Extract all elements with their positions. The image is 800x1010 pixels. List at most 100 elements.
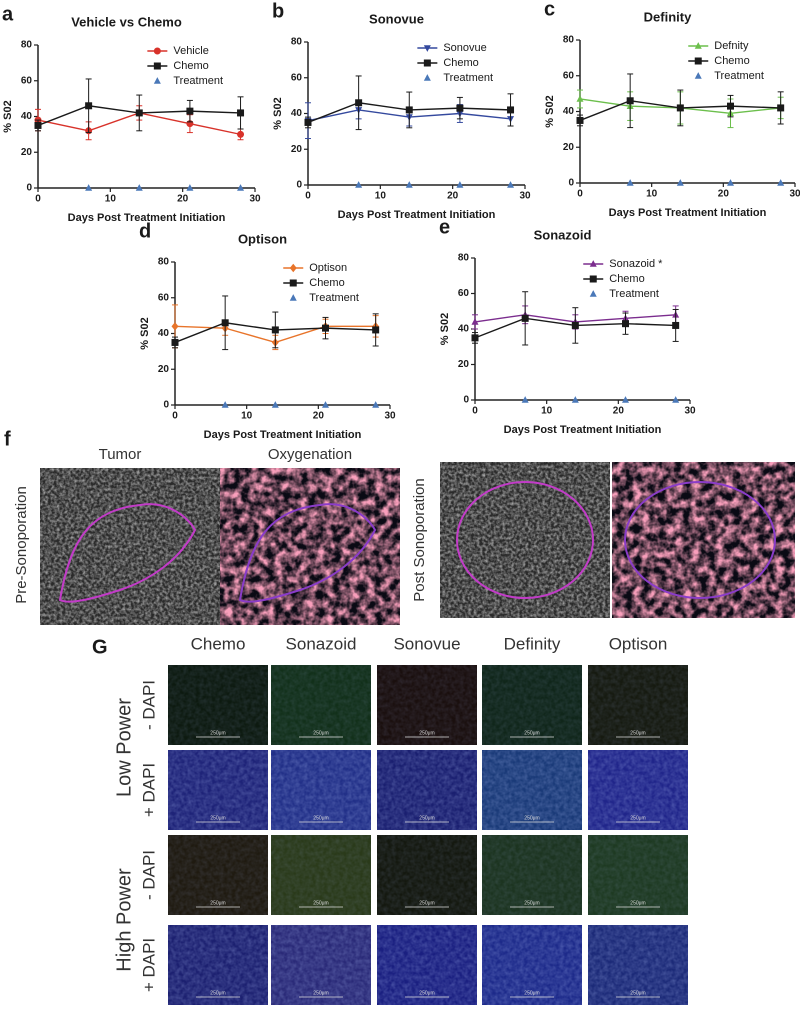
y-tick-label: 60 — [21, 75, 33, 86]
scale-bar-label: 250μm — [419, 990, 434, 996]
x-tick-label: 20 — [447, 191, 459, 202]
y-tick-label: 20 — [21, 147, 33, 158]
y-axis-label: % S02 — [2, 100, 14, 132]
scale-bar-label: 250μm — [419, 730, 434, 736]
line-chart: d Optison % S02 Days Post Treatment Initiat… — [139, 220, 396, 441]
chart-title: Definity — [644, 9, 692, 24]
data-point — [304, 118, 312, 126]
row-group-heading: High Power — [113, 868, 135, 972]
y-tick-label: 0 — [163, 400, 169, 411]
y-tick-label: 40 — [291, 108, 303, 119]
x-axis-label: Days Post Treatment Initiation — [68, 212, 226, 224]
x-tick-label: 30 — [789, 189, 800, 200]
row-heading: - DAPI — [139, 850, 158, 900]
panel-label: G — [92, 636, 108, 658]
data-point — [135, 184, 143, 191]
x-tick-label: 30 — [384, 411, 396, 422]
panel-f: f Tumor Oxygenation Pre-Sonoporation Pos… — [4, 428, 795, 625]
line-chart: b Sonovue % S02 Days Post Treatment Initiat… — [272, 0, 531, 221]
column-heading: Definity — [504, 634, 561, 653]
legend-marker — [694, 57, 702, 65]
micrograph-texture — [168, 750, 268, 830]
column-heading: Oxygenation — [268, 446, 352, 463]
data-point — [672, 396, 680, 403]
line-chart: e Sonazoid % S02 Days Post Treatment Initia… — [439, 216, 696, 436]
oxygenation-texture — [612, 462, 795, 618]
x-tick-label: 30 — [519, 191, 531, 202]
chart-title: Sonovue — [369, 11, 424, 26]
data-point — [85, 184, 93, 191]
legend-label: Chemo — [714, 55, 749, 67]
row-heading: Post Sonoporation — [411, 478, 428, 601]
x-tick-label: 0 — [35, 194, 41, 205]
data-point — [777, 179, 785, 186]
data-point — [626, 97, 634, 105]
data-point — [626, 179, 634, 186]
y-tick-label: 80 — [158, 257, 170, 268]
data-point — [571, 321, 579, 329]
x-tick-label: 20 — [718, 189, 730, 200]
chart-title: Vehicle vs Chemo — [71, 14, 182, 29]
x-tick-label: 20 — [313, 411, 325, 422]
micrograph-texture — [168, 665, 268, 745]
data-point — [521, 314, 529, 322]
data-point — [237, 130, 245, 138]
data-point — [571, 396, 579, 403]
scale-bar-label: 250μm — [524, 990, 539, 996]
row-heading: Pre-Sonoporation — [13, 486, 30, 604]
data-point — [727, 179, 734, 186]
data-point — [355, 181, 363, 188]
legend-label: Treatment — [443, 72, 493, 84]
micrograph-texture — [168, 925, 268, 1005]
data-point — [507, 106, 515, 114]
y-tick-label: 80 — [21, 40, 33, 51]
data-point — [456, 181, 464, 188]
data-point — [135, 109, 143, 117]
y-tick-label: 0 — [568, 178, 574, 189]
legend-label: Chemo — [173, 60, 208, 72]
data-point — [405, 106, 413, 114]
scale-bar-label: 250μm — [210, 815, 225, 821]
data-point — [576, 95, 584, 102]
legend-label: Treatment — [173, 75, 223, 87]
data-point — [521, 396, 529, 403]
y-tick-label: 40 — [563, 106, 575, 117]
micrograph-texture — [588, 750, 688, 830]
row-heading: + DAPI — [139, 938, 158, 992]
data-point — [34, 121, 42, 129]
data-point — [271, 401, 279, 408]
micrograph-texture — [377, 665, 477, 745]
panel-label: b — [272, 0, 284, 22]
y-tick-label: 40 — [21, 111, 33, 122]
oxygenation-texture — [220, 468, 400, 625]
micrograph-texture — [271, 665, 371, 745]
scale-bar-label: 250μm — [419, 815, 434, 821]
ultrasound-texture — [440, 462, 610, 618]
data-point — [676, 179, 684, 186]
row-heading: + DAPI — [139, 763, 158, 817]
data-point — [221, 401, 229, 408]
scale-bar-label: 250μm — [210, 990, 225, 996]
scale-bar-label: 250μm — [313, 900, 328, 906]
legend-marker — [289, 263, 297, 273]
legend-marker — [694, 72, 702, 79]
x-axis-label: Days Post Treatment Initiation — [609, 207, 767, 219]
scale-bar-label: 250μm — [313, 990, 328, 996]
scale-bar-label: 250μm — [630, 990, 645, 996]
y-tick-label: 20 — [291, 144, 303, 155]
panel-label: d — [139, 220, 151, 242]
x-tick-label: 10 — [105, 194, 117, 205]
y-tick-label: 60 — [458, 288, 470, 299]
x-tick-label: 30 — [684, 406, 696, 417]
legend-marker — [153, 47, 161, 55]
data-point — [186, 107, 194, 115]
scale-bar-label: 250μm — [630, 815, 645, 821]
x-axis-label: Days Post Treatment Initiation — [504, 424, 662, 436]
data-point — [622, 320, 629, 328]
legend-marker — [589, 260, 597, 267]
legend-marker — [153, 77, 161, 84]
micrograph-texture — [482, 925, 582, 1005]
micrograph-texture — [377, 750, 477, 830]
scale-bar-label: 250μm — [313, 815, 328, 821]
legend-label: Chemo — [443, 57, 478, 69]
